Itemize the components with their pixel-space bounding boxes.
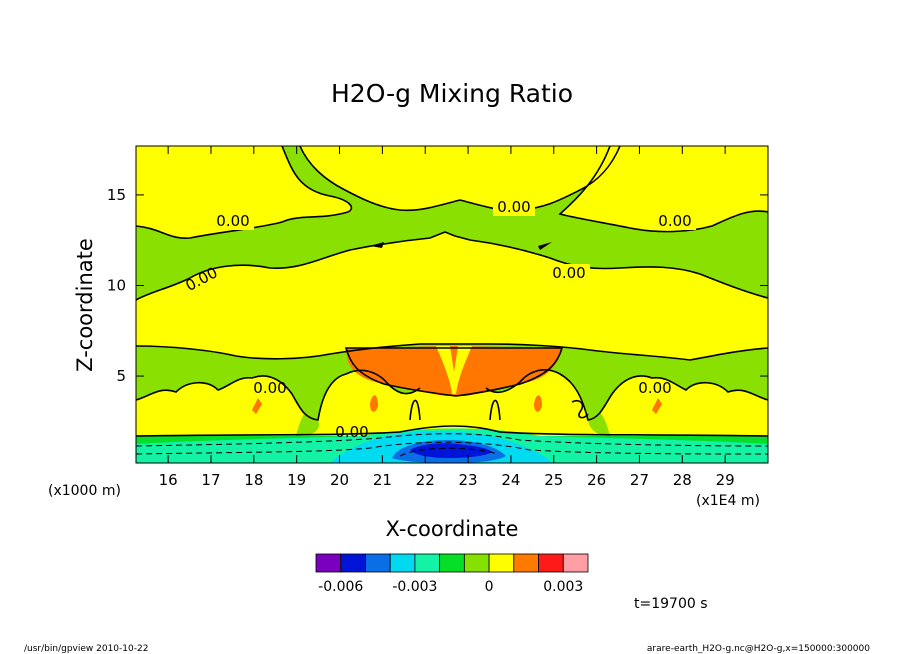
y-tick-label: 15 (107, 186, 126, 204)
x-unit-label: (x1E4 m) (696, 493, 760, 509)
colorbar-tick-label: 0 (485, 579, 494, 595)
x-tick-label: 28 (673, 471, 692, 489)
colorbar-tick-label: -0.003 (392, 579, 437, 595)
x-tick-label: 19 (287, 471, 306, 489)
contour-label-bg-3 (654, 212, 696, 230)
colorbar-segment (538, 553, 564, 573)
contour-line-upper (136, 146, 353, 239)
colorbar-segment (463, 553, 490, 573)
contour-markers (370, 242, 552, 250)
region-yellow-upper-center (300, 146, 620, 211)
contour-label-bg-2 (212, 212, 254, 230)
x-tick-label: 21 (373, 471, 392, 489)
region-yellow-upper-left (136, 146, 352, 239)
colorbar-tick-label: -0.006 (318, 579, 363, 595)
colorbar-segment (340, 553, 366, 573)
marker-triangle-left (370, 242, 384, 248)
contour-line-mid-bottom (136, 343, 768, 361)
band-navy (410, 443, 492, 458)
time-label: t=19700 s (634, 596, 708, 612)
colorbar-segment (562, 553, 589, 573)
y-tick-label: 10 (107, 276, 126, 294)
speck-orange-center-left (370, 395, 378, 412)
contour-label-1: 0.00 (497, 198, 530, 216)
contour-line-mid-top (136, 231, 768, 301)
contour-line-spike-right (489, 399, 501, 421)
colorbar (315, 553, 589, 573)
contour-label-5: 0.00 (552, 264, 585, 282)
contour-field: 0.00 0.00 0.00 0.00 0.00 0.00 0.00 0.00 (136, 146, 768, 463)
contour-label-bg-5 (548, 264, 590, 282)
speck-orange-right (652, 398, 662, 414)
colorbar-segment (439, 553, 465, 573)
contour-label-3: 0.00 (658, 212, 691, 230)
contour-dashed-2 (136, 441, 768, 455)
colorbar-segment (315, 553, 342, 573)
y-unit-label: (x1000 m) (48, 483, 121, 499)
x-tick-label: 27 (630, 471, 649, 489)
contour-label-2: 0.00 (216, 212, 249, 230)
contour-dashed-1 (136, 433, 768, 447)
contour-label-7: 0.00 (638, 379, 671, 397)
speck-orange-center-right (534, 395, 542, 412)
y-axis-title: Z-coordinate (73, 238, 97, 372)
x-tick-label: 17 (201, 471, 220, 489)
contour-line-orange (344, 347, 564, 397)
marker-triangle-right (538, 242, 552, 250)
chart-title: H2O-g Mixing Ratio (331, 79, 573, 108)
contour-line-upper-center (299, 146, 621, 212)
x-tick-label: 25 (544, 471, 563, 489)
contour-label-6: 0.00 (253, 379, 286, 397)
footer-right: arare-earth_H2O-g.nc@H2O-g,x=150000:3000… (647, 644, 870, 654)
x-tick-label: 24 (501, 471, 520, 489)
x-tick-label: 22 (416, 471, 435, 489)
region-yellow-lower (136, 369, 768, 436)
region-orange-core (346, 346, 562, 396)
footer-left: /usr/bin/gpview 2010-10-22 (24, 644, 148, 654)
region-green-gap-left (296, 408, 320, 436)
contour-label-8: 0.00 (335, 423, 368, 441)
contour-lines-negative (136, 433, 768, 457)
x-tick-label: 23 (459, 471, 478, 489)
contour-line-spike-left (409, 399, 421, 421)
region-green-gap-right (588, 409, 610, 436)
y-tick-label: 5 (116, 367, 126, 385)
colorbar-segment (414, 553, 441, 573)
x-axis-title: X-coordinate (386, 517, 519, 541)
colorbar-tick-label: 0.003 (543, 579, 583, 595)
colorbar-segment (365, 553, 391, 573)
contour-line-upper-right (558, 146, 768, 233)
region-yellow-middle (136, 232, 768, 360)
contour-lines (136, 146, 768, 437)
contour-line-lower (136, 369, 421, 421)
contour-line-surface (136, 425, 768, 437)
y-axis: 5 10 15 (107, 186, 768, 385)
speck-orange-left (252, 398, 262, 414)
x-tick-label: 20 (330, 471, 349, 489)
colorbar-ticks: -0.006 -0.003 0 0.003 (318, 579, 583, 595)
plot-frame (135, 145, 769, 464)
contour-label-bg-1 (493, 198, 535, 216)
x-axis: 16 17 18 19 20 21 22 23 24 25 26 27 28 29 (159, 146, 735, 489)
contour-line-lower-right (485, 369, 768, 421)
contour-line-ripple (571, 399, 589, 419)
colorbar-segment (389, 553, 416, 573)
x-tick-label: 18 (244, 471, 263, 489)
x-tick-label: 16 (159, 471, 178, 489)
colorbar-segment (513, 553, 539, 573)
x-tick-label: 29 (716, 471, 735, 489)
region-yellow-notch (436, 346, 472, 394)
colorbar-segment (488, 553, 515, 573)
x-tick-label: 26 (587, 471, 606, 489)
region-yellow-upper-right (560, 146, 768, 232)
